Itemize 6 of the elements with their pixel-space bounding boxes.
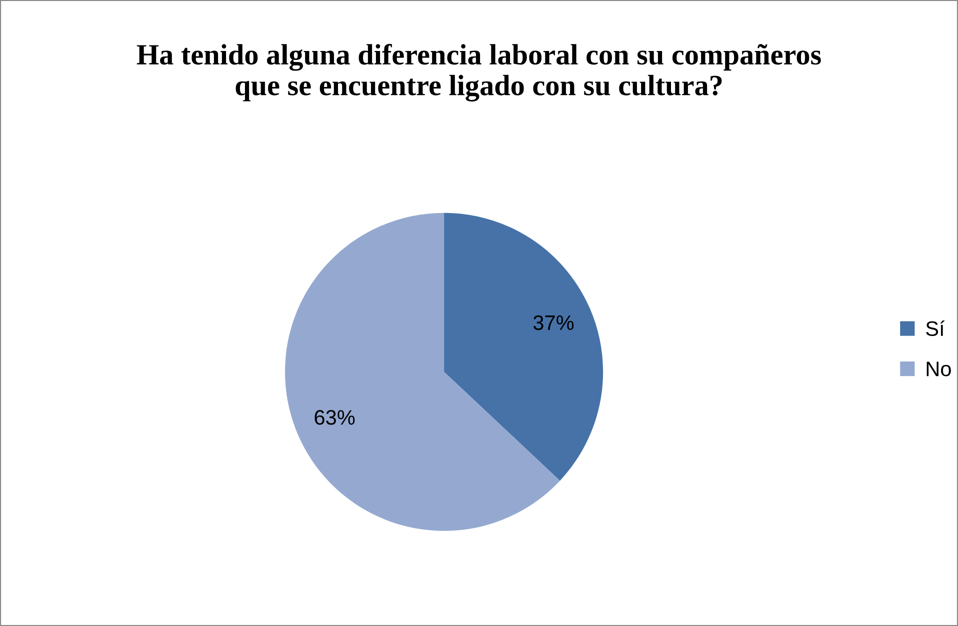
data-label: 37%: [533, 315, 574, 330]
chart-title: Ha tenido alguna diferencia laboral con su compañeros que se encuentre ligado con su cultura?: [136, 44, 821, 102]
legend-label: Sí: [926, 320, 945, 336]
pie-slice: [444, 212, 604, 481]
legend-label: No: [926, 362, 951, 376]
data-label: 63%: [314, 410, 355, 425]
